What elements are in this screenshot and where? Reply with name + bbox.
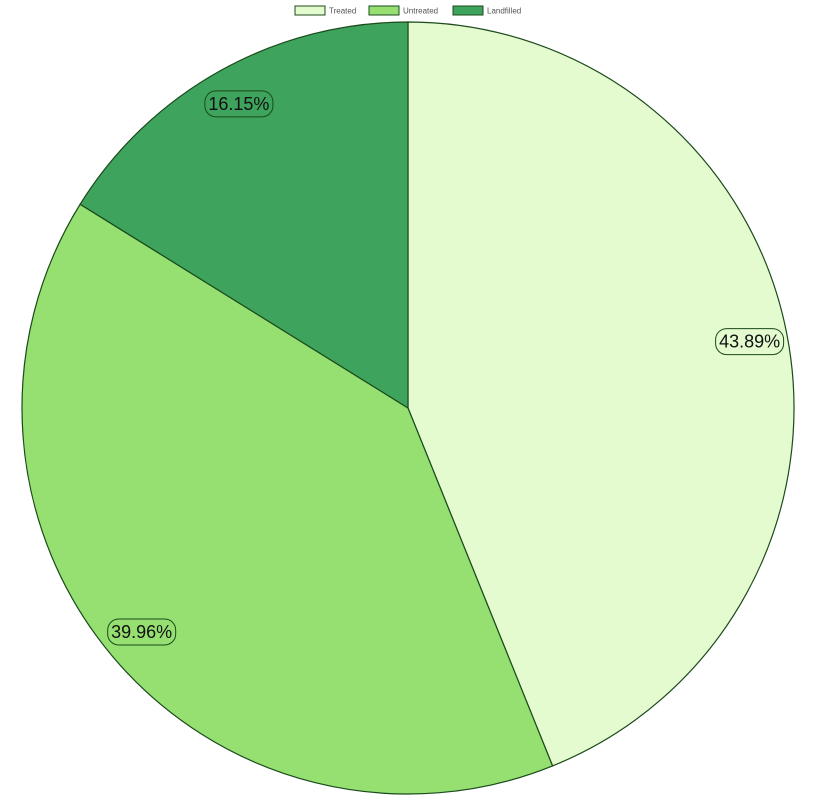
slice-label-box (715, 328, 785, 356)
pie-slice-treated (407, 21, 795, 767)
legend-item-treated: Treated (294, 5, 356, 16)
legend-label: Untreated (403, 7, 438, 16)
slice-label-text: 43.89% (719, 332, 780, 352)
legend-label: Landfilled (487, 7, 521, 16)
legend-swatch (368, 5, 400, 16)
chart-legend: Treated Untreated Landfilled (294, 5, 521, 16)
legend-item-untreated: Untreated (368, 5, 438, 16)
pie-slice-labels: 43.89% 39.96% 16.15% (107, 90, 785, 646)
pie-slice-landfilled (79, 21, 409, 410)
legend-item-landfilled: Landfilled (452, 5, 521, 16)
pie-slices (21, 21, 795, 795)
slice-label-text: 16.15% (208, 94, 269, 114)
slice-label-text: 39.96% (111, 622, 172, 642)
legend-swatch (452, 5, 484, 16)
legend-label: Treated (329, 7, 356, 16)
slice-label-landfilled: 16.15% (204, 90, 274, 118)
slice-label-box (204, 90, 274, 118)
slice-label-untreated: 39.96% (107, 618, 177, 646)
slice-label-treated: 43.89% (715, 328, 785, 356)
slice-label-box (107, 618, 177, 646)
pie-slice-untreated (21, 203, 554, 795)
legend-swatch (294, 5, 326, 16)
